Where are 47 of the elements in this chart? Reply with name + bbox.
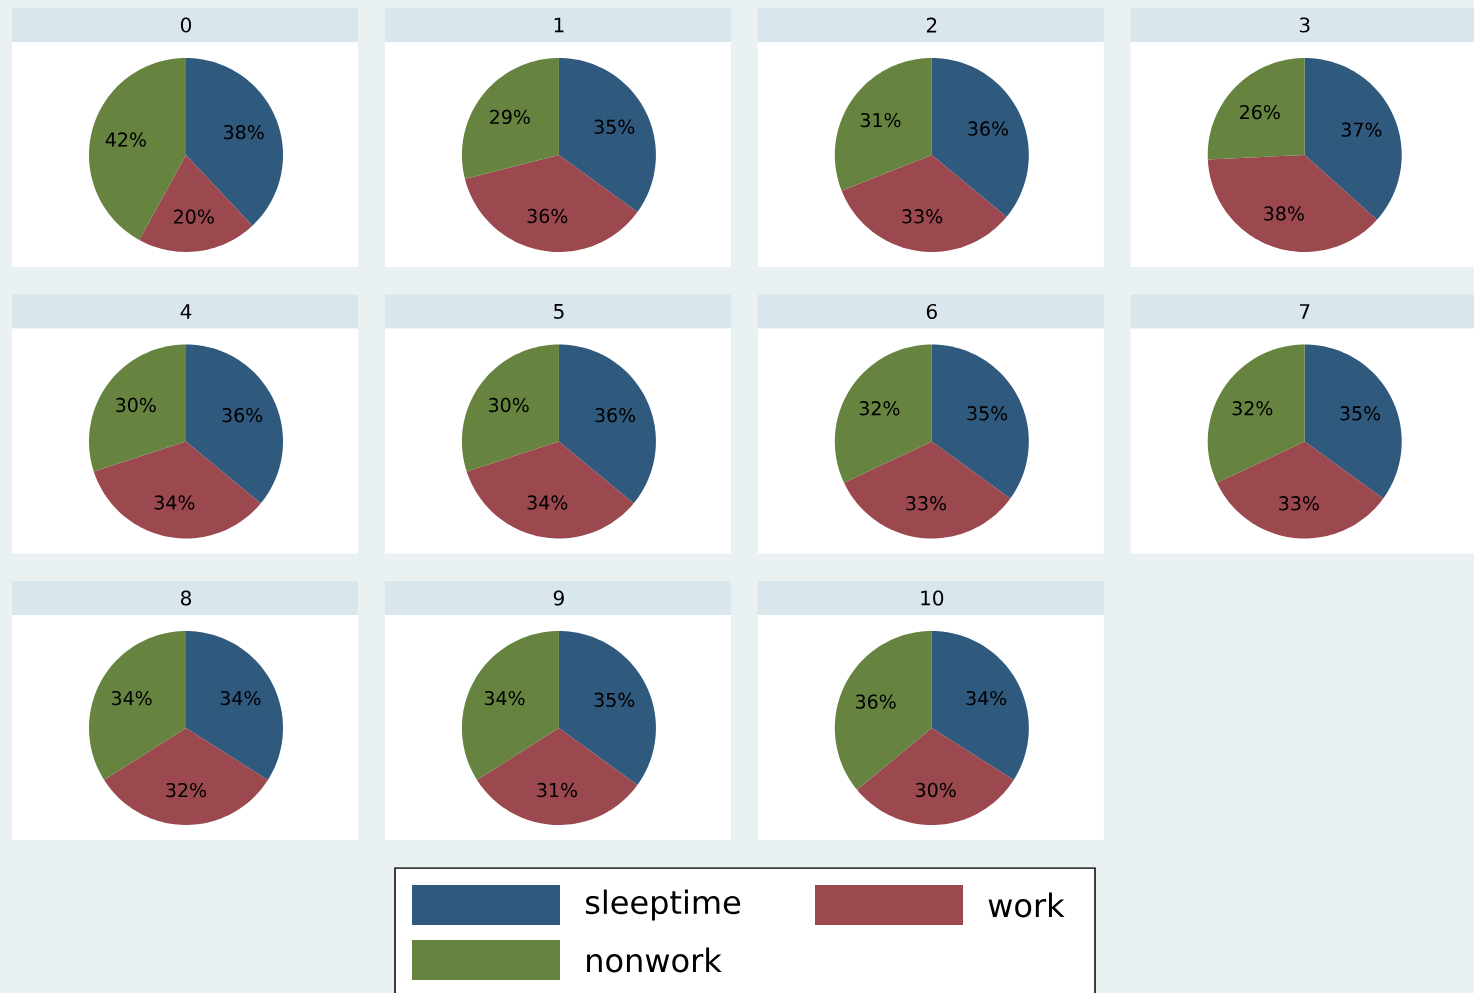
data-label: 30% <box>489 397 529 413</box>
data-label: 35% <box>1340 406 1381 421</box>
data-label: 34% <box>111 690 152 706</box>
data-label: 31% <box>860 112 901 128</box>
chart-title: 8 <box>181 590 191 606</box>
chart-title: 3 <box>1299 17 1310 33</box>
data-label: 35% <box>967 406 1008 421</box>
data-label: 42% <box>105 132 146 147</box>
data-label: 30% <box>116 397 156 413</box>
chart-title: 9 <box>553 590 564 606</box>
chart-title: 0 <box>180 17 192 33</box>
data-label: 35% <box>594 119 635 134</box>
legend-label: sleeptime <box>585 889 741 921</box>
data-label: 31% <box>537 782 578 798</box>
data-label: 33% <box>902 209 943 224</box>
data-label: 30% <box>916 782 956 798</box>
chart-title: 2 <box>926 17 937 33</box>
data-label: 33% <box>906 496 947 511</box>
data-label: 34% <box>527 495 568 510</box>
data-label: 34% <box>966 690 1007 706</box>
data-label: 37% <box>1341 122 1382 137</box>
data-label: 36% <box>595 407 636 423</box>
data-label: 20% <box>174 209 214 224</box>
legend-label: work <box>988 892 1065 918</box>
chart-title: 10 <box>921 590 944 606</box>
data-label: 38% <box>224 124 264 140</box>
data-label: 35% <box>594 692 635 707</box>
data-label: 38% <box>1264 206 1304 221</box>
chart-title: 6 <box>926 303 937 320</box>
data-label: 36% <box>527 208 568 224</box>
data-label: 34% <box>154 495 195 510</box>
data-label: 29% <box>490 109 530 125</box>
data-label: 36% <box>222 407 263 423</box>
data-label: 34% <box>220 690 261 706</box>
data-label: 36% <box>855 694 896 709</box>
data-label: 33% <box>1279 496 1319 511</box>
data-label: 32% <box>166 782 207 798</box>
data-label: 36% <box>968 121 1009 136</box>
data-label: 34% <box>484 690 525 706</box>
legend-label: nonwork <box>587 947 722 973</box>
chart-title: 4 <box>180 304 192 319</box>
chart-title: 5 <box>554 304 564 319</box>
data-label: 32% <box>1232 401 1273 416</box>
chart-title: 7 <box>1300 304 1310 319</box>
chart-title: 1 <box>554 17 564 33</box>
data-label: 32% <box>859 401 900 416</box>
data-label: 26% <box>1240 104 1280 120</box>
